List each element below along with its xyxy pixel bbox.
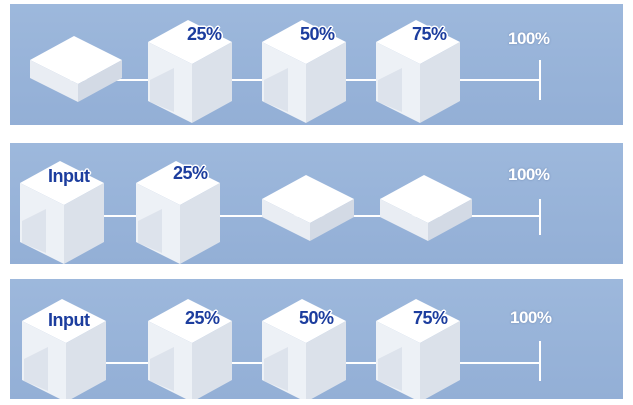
row-3-stage-1-block [22, 299, 106, 399]
row-3-stage-4-label: 75% [413, 308, 448, 328]
pipeline-row-1: 25% 50% 75% 100% [10, 4, 623, 125]
row-2-stage-1-block [20, 161, 104, 264]
row-1-end-label: 100% [508, 29, 550, 48]
row-2-stage-4-block [380, 175, 472, 241]
row-1-stage-2-block [148, 20, 232, 123]
pipeline-row-3: Input 25% 50% 75% 100% [10, 279, 623, 399]
row-2-graphics [20, 161, 541, 264]
pipeline-row-2: Input 25% 100% [10, 143, 623, 264]
row-1-stage-3-label: 50% [300, 24, 335, 44]
row-1-graphics [30, 20, 541, 123]
row-3-end-label: 100% [510, 308, 552, 327]
row-3-stage-3-label: 50% [299, 308, 334, 328]
row-3-stage-2-label: 25% [185, 308, 220, 328]
row-1-stage-4-block [376, 20, 460, 123]
row-3-stage-2-block [148, 299, 232, 399]
row-3-stage-3-block [262, 299, 346, 399]
row-3-stage-1-label: Input [48, 310, 90, 330]
row-2-stage-2-block [136, 161, 220, 264]
row-1-stage-2-label: 25% [187, 24, 222, 44]
row-2-stage-2-label: 25% [173, 163, 208, 183]
row-3-graphics [22, 299, 541, 399]
row-2-stage-3-block [262, 175, 354, 241]
row-1-stage-1-block [30, 36, 122, 102]
row-1-stage-4-label: 75% [412, 24, 447, 44]
row-1-stage-3-block [262, 20, 346, 123]
row-2-stage-1-label: Input [48, 166, 90, 186]
row-2-end-label: 100% [508, 165, 550, 184]
row-3-stage-4-block [376, 299, 460, 399]
